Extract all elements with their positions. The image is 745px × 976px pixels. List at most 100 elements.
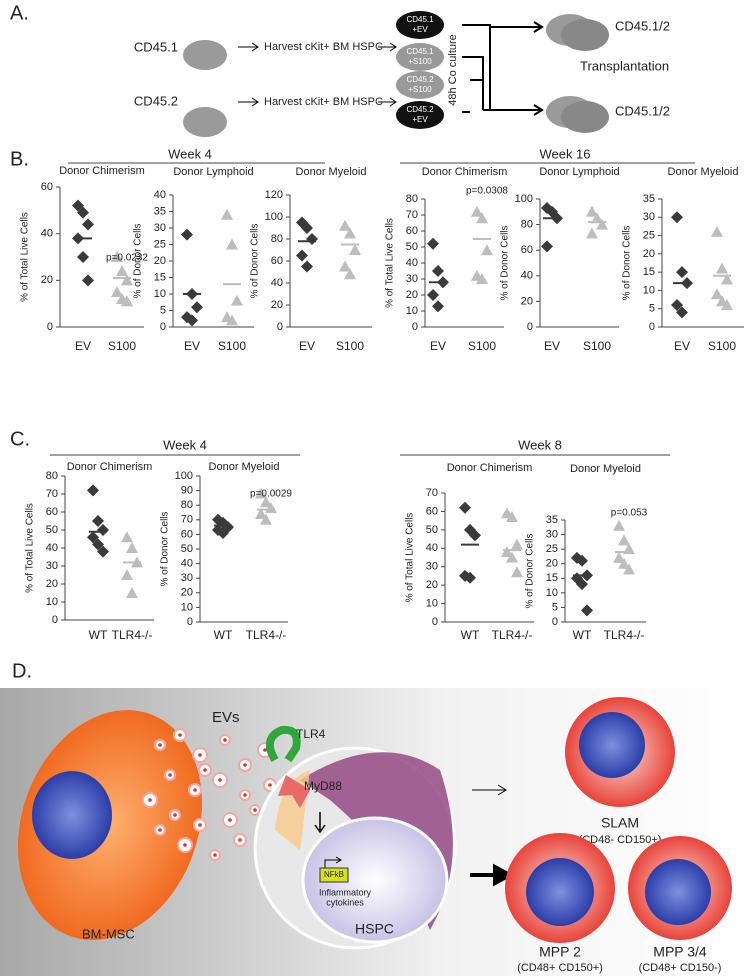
output-markers: (CD48+ CD150+) xyxy=(517,962,603,974)
ev-core xyxy=(223,738,227,742)
y-axis-label: % of Total Live Cells xyxy=(405,513,416,603)
y-tick-label: 10 xyxy=(406,305,418,317)
y-tick-label: 35 xyxy=(154,205,166,217)
nfkb-label: NFkB xyxy=(324,870,344,879)
point xyxy=(82,218,94,231)
y-tick-label: 0 xyxy=(552,616,558,628)
x-tick-label: WT xyxy=(89,628,108,642)
p-value: p=0.0308 xyxy=(466,186,508,197)
y-tick-label: 5 xyxy=(160,304,166,316)
point xyxy=(581,604,593,617)
y-tick-label: 70 xyxy=(406,209,418,221)
y-tick-label: 25 xyxy=(643,229,655,241)
point xyxy=(260,496,272,508)
y-tick-label: 30 xyxy=(46,560,58,572)
tlr4-label: TLR4 xyxy=(296,727,326,741)
ev-core xyxy=(228,818,232,822)
y-tick-label: 80 xyxy=(271,233,283,245)
group-label: Week 8 xyxy=(518,437,562,452)
ev-core xyxy=(198,753,202,757)
y-tick-label: 5 xyxy=(552,601,558,613)
point xyxy=(613,519,625,531)
y-tick-label: 70 xyxy=(181,514,193,526)
y-tick-label: 60 xyxy=(46,506,58,518)
chart-title: Donor Chimerism xyxy=(67,461,153,473)
point xyxy=(676,266,688,279)
y-tick-label: 80 xyxy=(406,193,418,205)
y-tick-label: 20 xyxy=(46,578,58,590)
ev-core xyxy=(178,733,182,737)
point xyxy=(471,205,483,217)
y-tick-label: 60 xyxy=(426,505,438,517)
y-tick-label: 30 xyxy=(181,572,193,584)
y-tick-label: 40 xyxy=(46,542,58,554)
culture-label: +S100 xyxy=(408,57,432,66)
point xyxy=(427,289,439,301)
point xyxy=(97,545,109,558)
point xyxy=(255,487,267,499)
chart-title: Donor Myeloid xyxy=(209,461,280,473)
arrows xyxy=(238,42,397,107)
y-tick-label: 0 xyxy=(277,321,283,333)
y-tick-label: 100 xyxy=(175,470,193,482)
y-tick-label: 40 xyxy=(406,257,418,269)
ev-label: EVs xyxy=(212,709,240,726)
y-tick-label: 70 xyxy=(426,487,438,499)
y-axis-label: % of Donor Cells xyxy=(500,225,511,300)
point xyxy=(260,513,272,525)
y-tick-label: 70 xyxy=(46,488,58,500)
point xyxy=(121,569,133,580)
y-axis-label: % of Total Live Cells xyxy=(25,503,36,593)
y-tick-label: 0 xyxy=(649,321,655,333)
y-tick-label: 20 xyxy=(271,299,283,311)
point xyxy=(301,222,313,234)
point xyxy=(339,219,351,231)
ev-core xyxy=(218,778,222,782)
point xyxy=(596,218,608,230)
point xyxy=(116,265,128,276)
y-tick-label: 40 xyxy=(271,277,283,289)
point xyxy=(191,301,203,314)
y-tick-label: 100 xyxy=(515,193,533,205)
culture-label: +EV xyxy=(412,25,428,34)
x-tick-label: S100 xyxy=(108,339,136,353)
point xyxy=(111,286,123,297)
point xyxy=(711,225,723,237)
ev-core xyxy=(268,783,272,787)
promoter xyxy=(324,856,342,868)
point xyxy=(92,538,104,551)
point xyxy=(344,268,356,280)
x-tick-label: WT xyxy=(461,628,480,642)
culture-oval xyxy=(396,101,444,129)
y-tick-label: 15 xyxy=(643,266,655,278)
point xyxy=(506,510,518,522)
x-tick-label: TLR4-/- xyxy=(246,628,287,642)
x-tick-label: S100 xyxy=(336,339,364,353)
ev-core xyxy=(243,763,247,767)
point xyxy=(126,587,138,598)
recipient-label: CD45.1/2 xyxy=(615,18,670,33)
point xyxy=(464,571,476,584)
y-tick-label: 50 xyxy=(181,543,193,555)
output-markers: (CD48- CD150+) xyxy=(579,834,662,846)
culture-oval xyxy=(396,71,444,99)
y-tick-label: 10 xyxy=(154,288,166,300)
point xyxy=(459,501,471,514)
point xyxy=(476,212,488,224)
p-value: p=0.0029 xyxy=(250,489,292,500)
y-tick-label: 35 xyxy=(643,193,655,205)
point xyxy=(613,551,625,563)
point xyxy=(77,206,89,219)
x-tick-label: TLR4-/- xyxy=(492,628,533,642)
point xyxy=(481,244,493,256)
y-tick-label: 0 xyxy=(52,614,58,626)
point xyxy=(344,227,356,239)
y-tick-label: 10 xyxy=(181,601,193,613)
point xyxy=(121,295,133,307)
y-tick-label: 20 xyxy=(154,255,166,267)
y-tick-label: 0 xyxy=(527,321,533,333)
point xyxy=(711,288,723,300)
culture-label: +EV xyxy=(412,115,428,124)
